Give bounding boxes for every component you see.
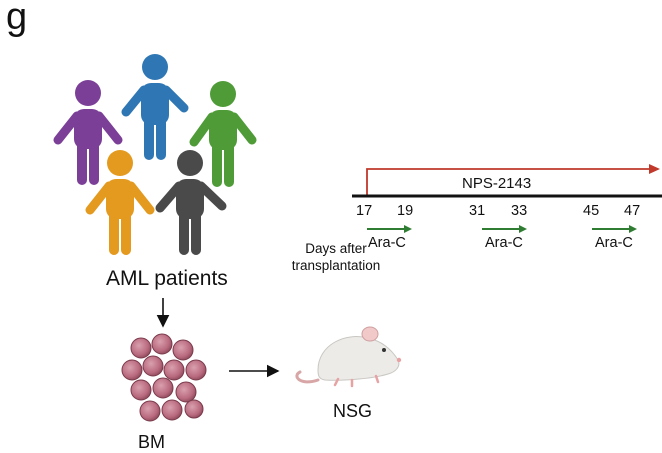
person-orange-icon — [85, 150, 155, 255]
person-purple-icon — [53, 80, 123, 185]
treatment-arrow-2 — [482, 225, 527, 233]
mouse-label: NSG — [333, 401, 373, 421]
bm-label: BM — [138, 432, 165, 452]
treatment-label: Ara-C — [485, 235, 523, 251]
timeline-caption: Days after transplantation — [291, 241, 381, 273]
aml-patients-icon — [53, 54, 257, 255]
timeline-day: 47 — [624, 203, 641, 219]
treatment-label: Ara-C — [368, 235, 406, 251]
panel-label: g — [6, 0, 28, 38]
timeline-day: 31 — [469, 203, 486, 219]
person-gray-icon — [155, 150, 227, 255]
drug-arrow — [366, 168, 650, 196]
timeline-day: 45 — [583, 203, 600, 219]
drug-label: NPS-2143 — [462, 175, 532, 192]
treatment-arrow-1 — [367, 225, 412, 233]
bone-marrow-cells-icon — [121, 333, 207, 422]
person-blue-icon — [121, 54, 189, 160]
timeline — [352, 164, 662, 233]
timeline-day: 17 — [356, 203, 373, 219]
treatment-label: Ara-C — [595, 235, 633, 251]
person-green-icon — [189, 81, 257, 187]
treatment-arrow-3 — [592, 225, 637, 233]
timeline-day: 33 — [511, 203, 528, 219]
nsg-mouse-icon — [295, 326, 402, 388]
timeline-day: 19 — [397, 203, 414, 219]
patients-label: AML patients — [106, 267, 228, 290]
